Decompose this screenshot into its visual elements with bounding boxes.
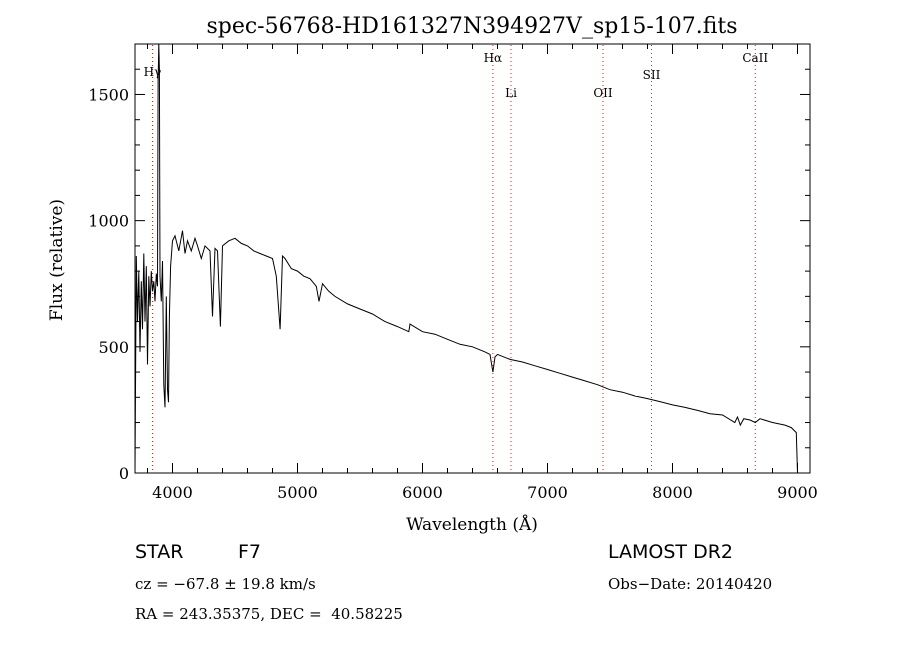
- spectral-line-label: CaII: [742, 51, 768, 65]
- object-type: STAR: [135, 541, 184, 563]
- x-tick-label: 4000: [152, 483, 193, 502]
- x-axis-label: Wavelength (Å): [406, 514, 538, 535]
- x-tick-label: 6000: [402, 483, 443, 502]
- x-tick-label: 5000: [277, 483, 318, 502]
- spectrum-line: [134, 43, 798, 474]
- spectral-line-label: OII: [593, 86, 613, 100]
- spectral-line-label: Hα: [484, 51, 503, 65]
- y-tick-label: 1000: [88, 212, 129, 231]
- plot-frame: [134, 43, 811, 474]
- spectral-line-markers: Hγ Hα Li OII SII CaII: [144, 45, 768, 472]
- chart-title: spec-56768-HD161327N394927V_sp15-107.fit…: [206, 14, 737, 39]
- y-tick-label: 500: [98, 338, 129, 357]
- y-tick-label: 1500: [88, 85, 129, 104]
- y-axis-label: Flux (relative): [47, 199, 67, 321]
- survey-name: LAMOST DR2: [608, 541, 733, 563]
- x-tick-label: 8000: [652, 483, 693, 502]
- spectral-line-label: SII: [643, 68, 661, 82]
- observation-date: Obs−Date: 20140420: [608, 575, 773, 593]
- x-tick-label: 9000: [777, 483, 818, 502]
- spectral-line-label: Hγ: [144, 65, 162, 79]
- y-axis-ticks: 0 500 1000 1500: [88, 43, 810, 483]
- coordinates: RA = 243.35375, DEC = 40.58225: [135, 605, 403, 623]
- x-tick-label: 7000: [527, 483, 568, 502]
- x-axis-ticks: 4000 5000 6000 7000 8000 9000: [147, 44, 818, 502]
- spectral-line-label: Li: [505, 86, 517, 100]
- y-tick-label: 0: [119, 464, 129, 483]
- spectral-class: F7: [238, 541, 262, 563]
- redshift-velocity: cz = −67.8 ± 19.8 km/s: [135, 575, 316, 593]
